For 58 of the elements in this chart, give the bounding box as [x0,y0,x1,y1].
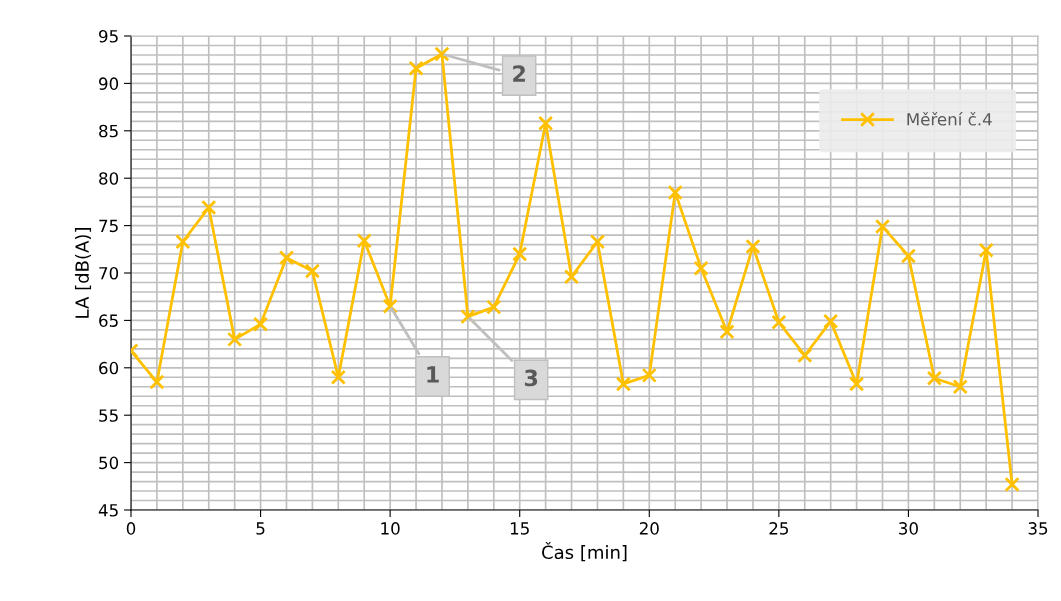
point [408,60,424,76]
y-tick-label: 90 [99,77,119,90]
x-tick-label: 30 [899,522,918,535]
x-tick-label: 5 [256,522,265,535]
point [330,369,346,385]
point [382,298,398,314]
point [278,250,295,266]
x-tick-label: 15 [510,522,529,535]
y-tick-label: 75 [99,219,118,233]
point [978,242,994,258]
y-tick-label: 85 [99,124,118,138]
point [745,238,761,255]
y-tick-label: 70 [99,266,119,280]
x-tick-label: 10 [381,522,400,535]
point [589,234,606,250]
point [719,324,735,340]
y-tick-label: 65 [99,314,118,327]
y-tick-label: 80 [99,172,119,185]
x-tick-label: 0 [126,522,136,535]
annotation: 2 [513,65,525,82]
y-tick-label: 95 [99,29,118,43]
point [926,370,942,386]
point [771,314,787,330]
point [304,263,321,279]
legend-label: Měření č.4 [907,112,992,126]
y-tick-label: 55 [99,409,118,422]
point [175,234,191,250]
x-tick-label: 35 [1028,522,1048,535]
annotation: 1 [427,366,439,383]
point [952,379,968,395]
point [537,115,554,131]
point [227,331,243,347]
y-tick-label: 50 [99,456,119,470]
point [874,218,891,235]
x-tick-label: 25 [769,522,789,535]
point [201,199,217,216]
point [252,316,269,332]
x-axis-title: Čas [min] [542,542,627,562]
x-tick-label: 20 [639,522,659,535]
point [563,269,580,285]
y-axis-title: LA [dB(A)] [74,228,92,318]
y-tick-label: 60 [99,361,119,375]
point [848,376,865,392]
point [434,46,450,62]
point [615,376,632,392]
point [149,374,165,390]
point [356,233,372,249]
point [693,260,709,276]
point [641,367,657,384]
point [823,313,839,329]
point [667,184,683,201]
point [1004,476,1020,493]
point [486,299,502,315]
point [797,347,813,364]
point [900,248,917,264]
point [512,246,528,262]
annotation: 3 [524,369,538,387]
y-tick-label: 45 [98,504,118,517]
